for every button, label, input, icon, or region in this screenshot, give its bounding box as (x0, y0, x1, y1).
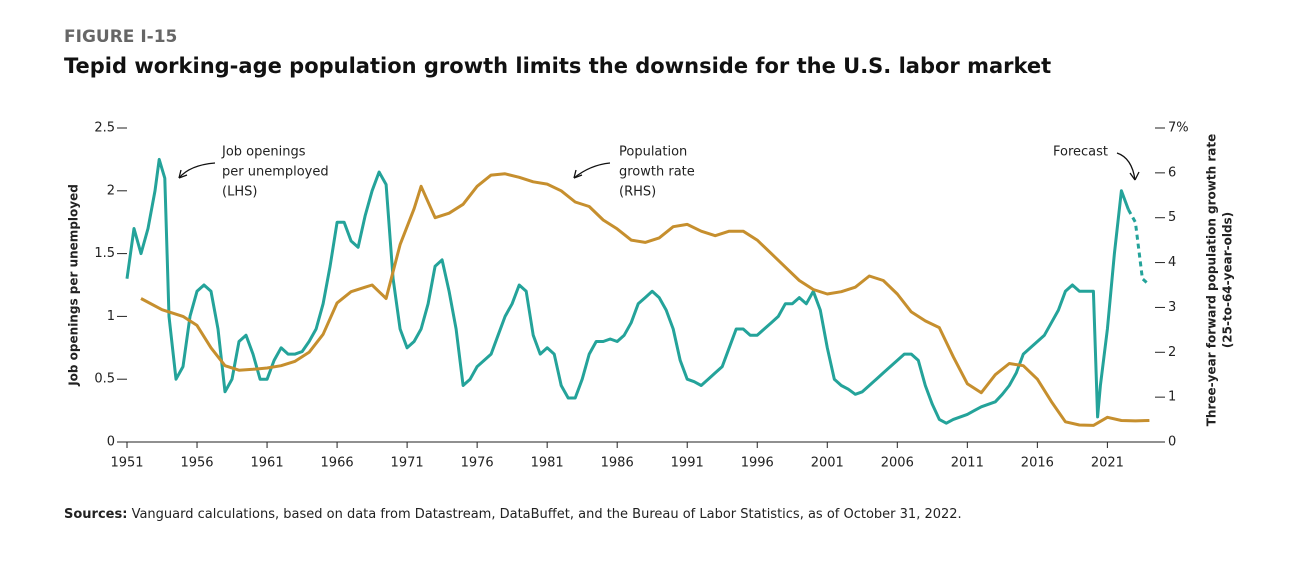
y-tick-label: 2.5 (94, 121, 115, 136)
annotation: growth rate (619, 165, 695, 180)
y2-tick-label: 0 (1168, 435, 1176, 450)
data-line (1127, 208, 1151, 287)
x-tick-label: 2016 (1021, 456, 1054, 471)
y2-tick-label: 5 (1168, 210, 1176, 225)
annotation: Job openings (221, 145, 306, 160)
x-tick-label: 1966 (321, 456, 354, 471)
y-tick-label: 0.5 (94, 372, 115, 387)
x-tick-label: 1961 (251, 456, 284, 471)
y2-axis-label: (25-to-64-year-olds) (1221, 212, 1235, 348)
figure-label: FIGURE I-15 (64, 27, 177, 47)
y2-tick-label: 4 (1168, 255, 1176, 270)
source-label: Sources: (64, 507, 127, 522)
arrow (573, 162, 611, 179)
y2-axis-label: Three-year forward population growth rat… (1205, 134, 1219, 427)
y-axis-label: Job openings per unemployed (67, 184, 81, 387)
x-tick-label: 1986 (601, 456, 634, 471)
annotation: per unemployed (222, 165, 329, 180)
y2-tick-label: 6 (1168, 165, 1176, 180)
data-line (125, 157, 1130, 425)
arrow-head (1129, 171, 1140, 181)
annotation: Population (619, 145, 687, 160)
y2-tick-label: 3 (1168, 300, 1176, 315)
x-tick-label: 2011 (951, 456, 984, 471)
arrow-head (573, 169, 583, 179)
x-tick-label: 2001 (811, 456, 844, 471)
annotation: Forecast (1053, 145, 1108, 160)
y2-tick-label: 7% (1168, 121, 1189, 136)
chart-title: Tepid working-age population growth limi… (64, 54, 1051, 78)
x-tick-label: 2006 (881, 456, 914, 471)
y-tick-label: 1 (107, 309, 115, 324)
data-line (140, 172, 1150, 427)
x-tick-label: 1991 (671, 456, 704, 471)
source-text: Vanguard calculations, based on data fro… (132, 507, 962, 522)
x-tick-label: 1971 (391, 456, 424, 471)
y-tick-label: 0 (107, 435, 115, 450)
arrow-head (178, 169, 188, 179)
x-tick-label: 1976 (461, 456, 494, 471)
annotation: (LHS) (222, 185, 257, 200)
source: Sources: Vanguard calculations, based on… (64, 507, 962, 522)
x-tick-label: 1996 (741, 456, 774, 471)
y-tick-label: 2 (107, 183, 115, 198)
y-tick-label: 1.5 (94, 246, 115, 261)
annotation: (RHS) (619, 185, 656, 200)
y2-tick-label: 1 (1168, 390, 1176, 405)
arrow (1116, 152, 1136, 181)
arrows (178, 152, 1140, 181)
y2-tick-label: 2 (1168, 345, 1176, 360)
x-tick-label: 1951 (110, 456, 143, 471)
x-tick-label: 1956 (180, 456, 213, 471)
x-tick-label: 2021 (1091, 456, 1124, 471)
arrow (178, 162, 216, 179)
x-tick-label: 1981 (531, 456, 564, 471)
